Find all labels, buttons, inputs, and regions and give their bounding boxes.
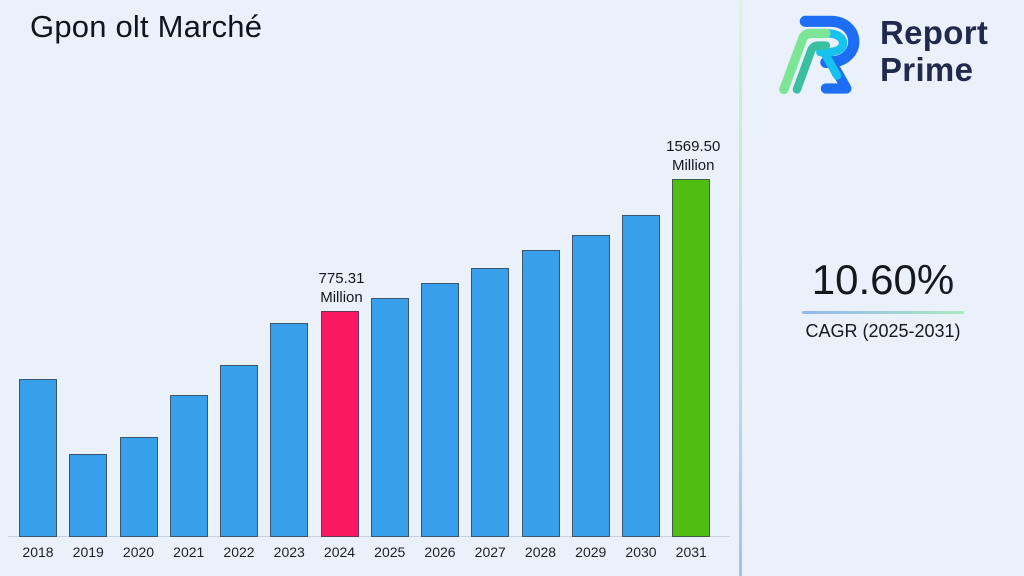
bar-2029 — [571, 235, 610, 537]
x-axis-label-2024: 2024 — [323, 544, 356, 560]
x-axis-label-2025: 2025 — [374, 544, 406, 560]
bar-2031 — [672, 179, 711, 537]
x-axis-label-2021: 2021 — [173, 544, 205, 560]
bar-2021 — [169, 395, 208, 537]
page-title: Gpon olt Marché — [30, 9, 263, 44]
x-axis-label-2031: 2031 — [675, 544, 707, 560]
bar-2019 — [69, 454, 108, 537]
cagr-underline — [802, 311, 964, 314]
logo-text-line2: Prime — [880, 51, 974, 88]
x-axis-label-2022: 2022 — [223, 544, 255, 560]
x-axis-label-2027: 2027 — [474, 544, 506, 560]
x-axis-label-2023: 2023 — [273, 544, 305, 560]
cagr-label: CAGR (2025-2031) — [805, 321, 961, 341]
x-axis-label-2019: 2019 — [72, 544, 104, 560]
bar-chart: 2018 2019 2020 2021 2022 2023 2024 2025 2026 2027… — [8, 138, 730, 560]
x-axis-label-2020: 2020 — [122, 544, 155, 560]
bar-2026 — [421, 283, 459, 537]
x-axis-label-2029: 2029 — [575, 544, 607, 560]
bar-2027 — [471, 268, 510, 537]
x-axis-label-2030: 2030 — [625, 544, 657, 560]
bar-2025 — [370, 298, 409, 537]
bar-2018 — [19, 379, 57, 537]
x-axis-line — [8, 536, 730, 537]
value-label-2031: 1569.50 Million — [666, 138, 721, 174]
bar-2028 — [521, 250, 560, 537]
x-axis-label-2028: 2028 — [524, 544, 557, 560]
report-prime-logo-icon — [779, 15, 860, 95]
x-axis-label-2018: 2018 — [22, 544, 54, 560]
x-axis-label-2026: 2026 — [424, 544, 456, 560]
bar-2022 — [220, 365, 258, 537]
vertical-divider — [739, 0, 742, 576]
cagr-value: 10.60% — [811, 256, 955, 303]
bar-2030 — [622, 215, 660, 537]
logo-text-line1: Report — [880, 14, 989, 51]
bar-2020 — [119, 437, 158, 537]
bar-2023 — [270, 323, 309, 537]
report-prime-logo: Report Prime — [776, 12, 988, 96]
value-label-2024: 775.31 Million — [318, 270, 365, 306]
bar-2024 — [320, 311, 359, 537]
cagr-panel: 10.60% CAGR (2025-2031) — [768, 256, 998, 342]
report-prime-logo-text: Report Prime — [880, 14, 988, 88]
